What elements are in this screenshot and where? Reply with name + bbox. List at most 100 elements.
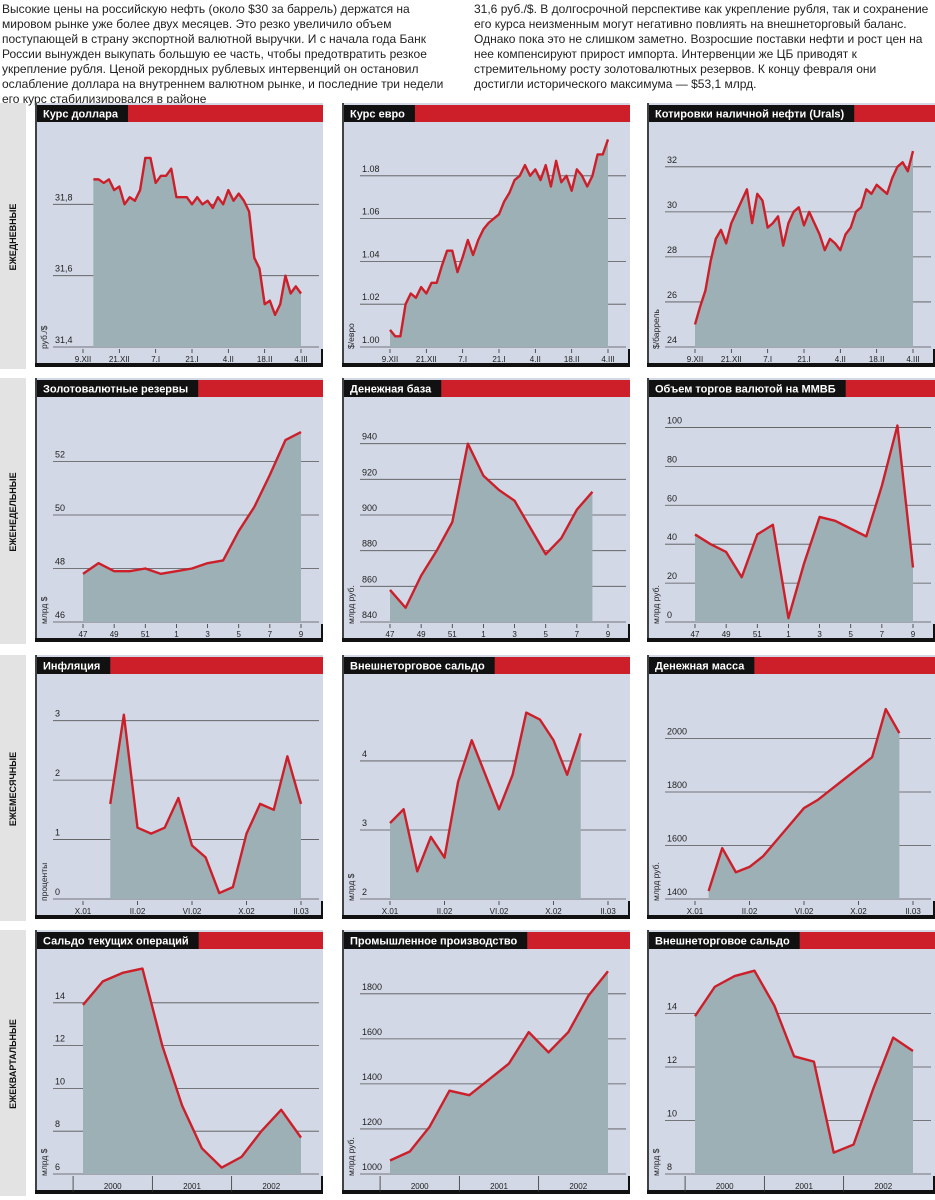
x-tick-label: 7.I <box>151 355 160 364</box>
line <box>693 150 915 325</box>
row-label: ЕЖЕМЕСЯЧНЫЕ <box>8 752 18 826</box>
intro-text: Высокие цены на российскую нефть (около … <box>2 2 444 106</box>
y-tick-label: 900 <box>362 503 377 513</box>
line <box>389 442 594 609</box>
x-tick-label: 7.I <box>763 355 772 364</box>
x-tick-label: 3 <box>512 630 517 639</box>
y-tick-label: 14 <box>667 1002 677 1012</box>
y-axis-label: млрд руб. <box>346 1137 356 1176</box>
y-tick-label: 8 <box>55 1119 60 1129</box>
line <box>93 156 302 317</box>
chart-title: Денежная масса <box>655 661 745 673</box>
line <box>707 707 901 892</box>
x-axis-band <box>344 348 630 367</box>
x-tick-label: 9 <box>911 630 916 639</box>
y-tick-label: 880 <box>362 539 377 549</box>
x-tick-label: 2001 <box>183 1182 201 1191</box>
y-tick-label: 8 <box>667 1162 672 1172</box>
x-tick-label: 4.II <box>223 355 234 364</box>
y-tick-label: 80 <box>667 454 677 464</box>
area <box>695 151 913 347</box>
y-tick-label: 1600 <box>362 1027 382 1037</box>
x-tick-label: 2002 <box>569 1182 587 1191</box>
y-tick-label: 40 <box>667 532 677 542</box>
x-axis-band <box>649 900 935 919</box>
row-label: ЕЖЕКВАРТАЛЬНЫЕ <box>8 1019 18 1109</box>
y-tick-label: 0 <box>667 610 672 620</box>
x-tick-label: 21.XII <box>721 355 742 364</box>
chart-title: Котировки наличной нефти (Urals) <box>655 109 845 121</box>
area <box>708 709 900 899</box>
x-axis-band <box>37 1175 323 1194</box>
x-tick-label: 21.XII <box>416 355 437 364</box>
chart-title: Объем торгов валютой на ММВБ <box>655 384 836 396</box>
x-tick-label: II.03 <box>293 907 309 916</box>
chart-title: Курс доллара <box>43 109 119 121</box>
y-tick-label: 1.02 <box>362 292 380 302</box>
x-tick-label: 5 <box>236 630 241 639</box>
x-tick-label: 2000 <box>411 1182 429 1191</box>
y-tick-label: 20 <box>667 571 677 581</box>
x-tick-label: 2002 <box>874 1182 892 1191</box>
x-tick-label: 9.XII <box>75 355 91 364</box>
y-tick-label: 50 <box>55 503 65 513</box>
y-axis-label: $/евро <box>346 323 356 349</box>
y-tick-label: 6 <box>55 1162 60 1172</box>
title-bar <box>344 657 495 674</box>
x-tick-label: 2002 <box>262 1182 280 1191</box>
x-tick-label: 21.XII <box>109 355 130 364</box>
chart-title: Курс евро <box>350 109 405 121</box>
y-tick-label: 32 <box>667 155 677 165</box>
x-tick-label: 3 <box>205 630 210 639</box>
x-tick-label: 18.II <box>564 355 580 364</box>
x-tick-label: 51 <box>141 630 150 639</box>
chart-title: Внешнеторговое сальдо <box>350 661 485 673</box>
y-axis-label: млрд $ <box>651 1148 661 1176</box>
x-tick-label: 3 <box>817 630 822 639</box>
line <box>82 431 302 576</box>
x-tick-label: II.02 <box>437 907 453 916</box>
x-tick-label: 18.II <box>257 355 273 364</box>
x-tick-label: 4.II <box>530 355 541 364</box>
y-axis-label: млрд руб. <box>651 862 661 901</box>
y-axis-label: млрд $ <box>39 1148 49 1176</box>
row-label: ЕЖЕДНЕВНЫЕ <box>8 204 18 271</box>
y-tick-label: 1400 <box>362 1072 382 1082</box>
area <box>83 432 301 622</box>
y-axis-label: проценты <box>39 863 49 901</box>
y-tick-label: 0 <box>55 887 60 897</box>
title-bar-red <box>344 105 630 122</box>
y-tick-label: 2 <box>362 887 367 897</box>
y-tick-label: 30 <box>667 200 677 210</box>
y-tick-label: 1.06 <box>362 207 380 217</box>
intro-text: 31,6 руб./$. В долгосрочной перспективе … <box>474 2 929 91</box>
y-tick-label: 4 <box>362 749 367 759</box>
area <box>110 714 301 899</box>
row-label-band <box>0 103 26 369</box>
x-tick-label: 21.I <box>185 355 198 364</box>
x-tick-label: II.02 <box>130 907 146 916</box>
chart-title: Сальдо текущих операций <box>43 936 189 948</box>
x-axis-band <box>649 1175 935 1194</box>
y-axis-label: млрд руб. <box>346 585 356 624</box>
title-bar <box>37 657 111 674</box>
x-axis-band <box>37 900 323 919</box>
x-tick-label: 1 <box>481 630 486 639</box>
x-tick-label: X.01 <box>382 907 399 916</box>
x-axis-band <box>344 900 630 919</box>
x-tick-label: VI.02 <box>795 907 814 916</box>
x-tick-label: 47 <box>79 630 88 639</box>
y-tick-label: 940 <box>362 432 377 442</box>
x-tick-label: II.03 <box>600 907 616 916</box>
x-tick-label: X.02 <box>545 907 562 916</box>
x-tick-label: X.02 <box>238 907 255 916</box>
y-tick-label: 12 <box>55 1034 65 1044</box>
y-tick-label: 1800 <box>362 982 382 992</box>
x-tick-label: 7 <box>575 630 580 639</box>
y-tick-label: 1 <box>55 828 60 838</box>
y-tick-label: 31,6 <box>55 264 73 274</box>
x-tick-label: 51 <box>448 630 457 639</box>
area <box>695 425 913 622</box>
area <box>695 970 913 1174</box>
